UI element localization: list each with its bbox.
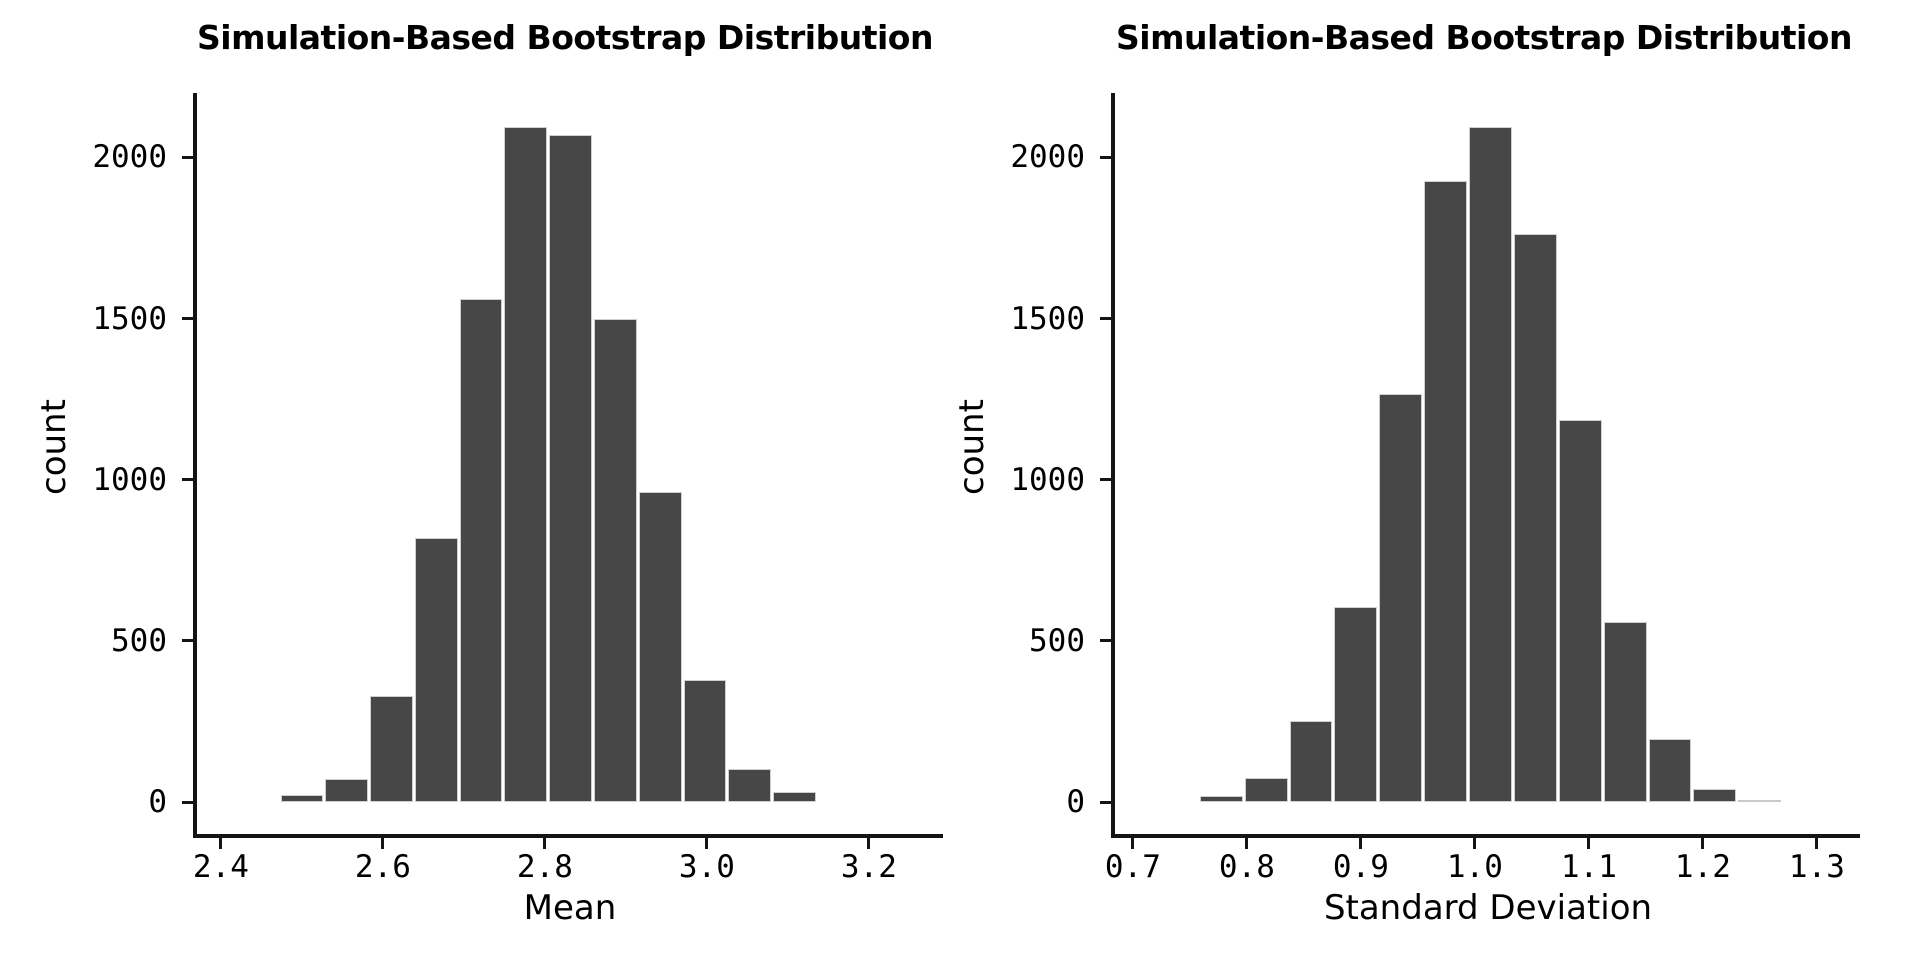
histogram-bar bbox=[1199, 796, 1243, 802]
y-tick-label: 2000 bbox=[92, 139, 167, 176]
y-tick bbox=[182, 800, 193, 804]
y-tick-label: 2000 bbox=[1010, 139, 1085, 176]
x-tick bbox=[1473, 838, 1477, 849]
histogram-bar bbox=[1513, 234, 1557, 802]
histogram-bar bbox=[1558, 420, 1602, 802]
histogram-bar bbox=[504, 127, 548, 802]
y-tick-label: 500 bbox=[111, 622, 167, 659]
y-axis-line bbox=[1111, 93, 1115, 838]
y-tick bbox=[1100, 317, 1111, 321]
x-tick-label: 0.9 bbox=[1332, 849, 1389, 885]
histogram-bar bbox=[459, 299, 503, 802]
y-tick bbox=[182, 155, 193, 159]
histogram-bar bbox=[1603, 622, 1647, 802]
histogram-bar bbox=[1648, 739, 1692, 802]
histogram-bar bbox=[683, 680, 727, 802]
histogram-bar bbox=[370, 695, 413, 802]
y-tick-label: 0 bbox=[148, 784, 167, 820]
histogram-bar bbox=[728, 769, 772, 802]
y-tick-label: 1500 bbox=[92, 300, 167, 337]
chart-title: Simulation-Based Bootstrap Distribution bbox=[197, 18, 933, 57]
x-tick-label: 1.2 bbox=[1674, 849, 1731, 885]
x-tick-label: 1.0 bbox=[1446, 849, 1503, 885]
x-tick-label: 2.8 bbox=[516, 849, 573, 885]
x-tick bbox=[219, 838, 223, 849]
x-tick bbox=[543, 838, 547, 849]
x-axis-title: Mean bbox=[523, 888, 617, 928]
histogram-bar bbox=[414, 538, 458, 802]
histogram-bar bbox=[325, 778, 369, 802]
y-tick-label: 1000 bbox=[92, 461, 167, 498]
x-tick bbox=[705, 838, 709, 849]
y-axis-title: count bbox=[952, 399, 992, 495]
x-tick bbox=[1131, 838, 1135, 849]
x-tick bbox=[1587, 838, 1591, 849]
histogram-bar bbox=[773, 792, 816, 802]
histogram-bar bbox=[1244, 778, 1288, 802]
x-tick-label: 2.6 bbox=[354, 849, 411, 885]
y-tick-label: 0 bbox=[1066, 784, 1085, 820]
x-tick-label: 0.7 bbox=[1104, 849, 1161, 885]
histogram-bar bbox=[1334, 607, 1378, 802]
y-tick-label: 1500 bbox=[1010, 300, 1085, 337]
histogram-bar bbox=[280, 794, 324, 802]
histogram-bar bbox=[1693, 789, 1737, 802]
y-tick-label: 500 bbox=[1029, 622, 1085, 659]
x-tick-label: 3.2 bbox=[840, 849, 897, 885]
chart-title: Simulation-Based Bootstrap Distribution bbox=[1116, 18, 1852, 57]
y-tick bbox=[1100, 800, 1111, 804]
x-tick bbox=[1359, 838, 1363, 849]
x-tick-label: 1.3 bbox=[1788, 849, 1845, 885]
y-tick bbox=[1100, 478, 1111, 482]
y-tick bbox=[182, 639, 193, 643]
x-tick bbox=[867, 838, 871, 849]
y-tick bbox=[182, 478, 193, 482]
x-tick-label: 3.0 bbox=[678, 849, 735, 885]
y-tick bbox=[1100, 639, 1111, 643]
histogram-bar bbox=[1379, 394, 1423, 802]
y-tick bbox=[182, 317, 193, 321]
y-axis-title: count bbox=[34, 399, 74, 495]
x-tick bbox=[1701, 838, 1705, 849]
histogram-bar bbox=[1289, 721, 1333, 802]
x-tick-label: 1.1 bbox=[1560, 849, 1617, 885]
histogram-bar bbox=[1424, 181, 1468, 802]
histogram-bar bbox=[1469, 127, 1512, 802]
histogram-bar bbox=[549, 134, 592, 802]
histogram-bar bbox=[594, 319, 637, 802]
x-tick-label: 2.4 bbox=[192, 849, 249, 885]
x-tick bbox=[381, 838, 385, 849]
x-tick-label: 0.8 bbox=[1218, 849, 1275, 885]
x-tick bbox=[1815, 838, 1819, 849]
y-tick-label: 1000 bbox=[1010, 461, 1085, 498]
x-axis-line bbox=[193, 834, 943, 838]
y-axis-line bbox=[193, 93, 197, 838]
x-tick bbox=[1245, 838, 1249, 849]
x-axis-title: Standard Deviation bbox=[1323, 888, 1653, 928]
histogram-bar bbox=[1738, 800, 1782, 802]
y-tick bbox=[1100, 155, 1111, 159]
x-axis-line bbox=[1111, 834, 1860, 838]
histogram-bar bbox=[638, 492, 682, 802]
